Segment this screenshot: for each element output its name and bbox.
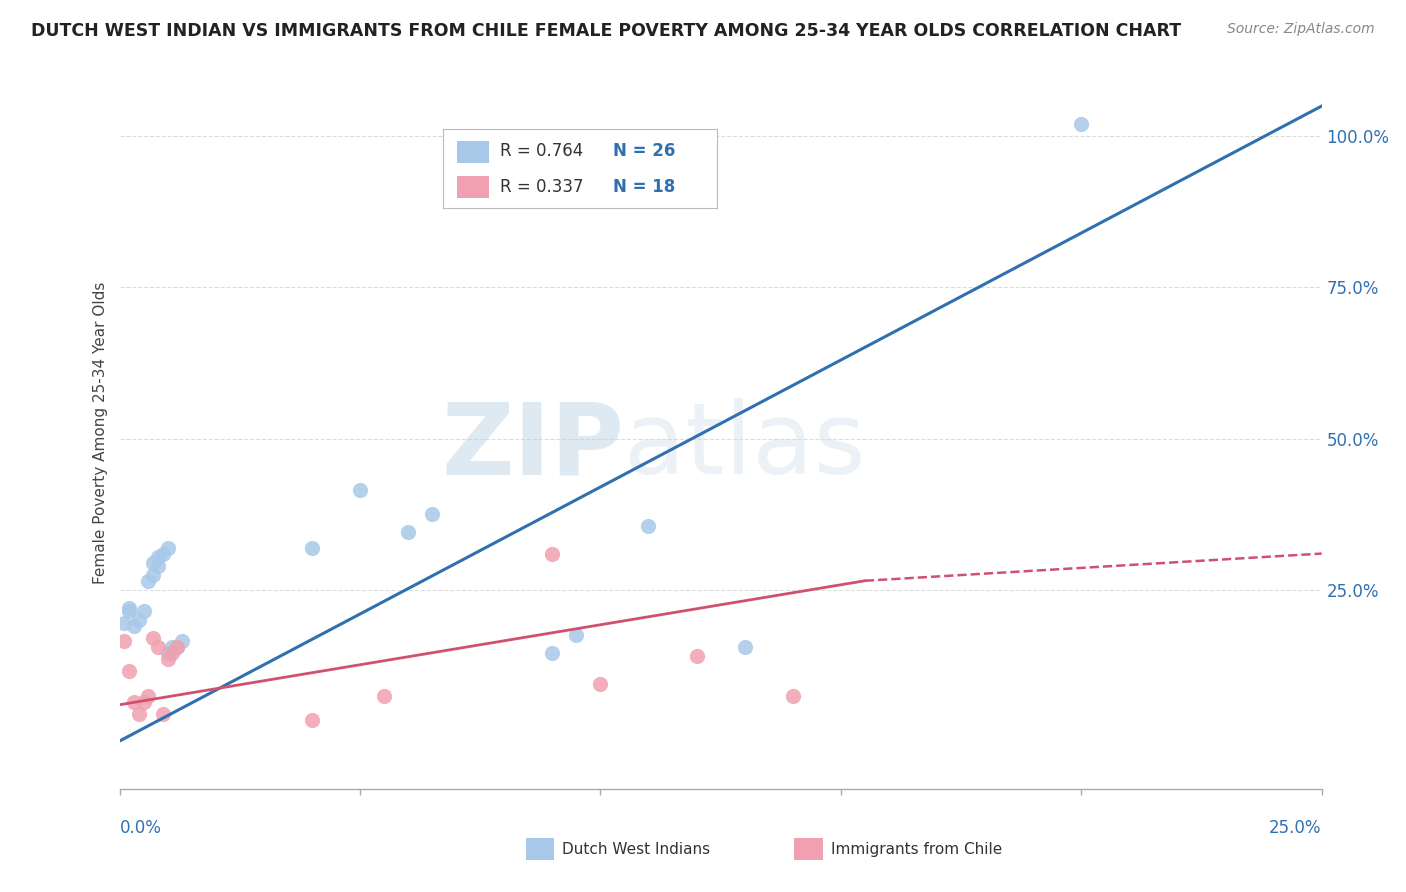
Point (396, 525, 419, 540)
Point (152, 706, 174, 721)
Text: R = 0.337: R = 0.337 (501, 178, 583, 195)
Text: Immigrants from Chile: Immigrants from Chile (831, 842, 1002, 856)
Point (166, 640, 188, 655)
Point (565, 628, 588, 642)
Point (122, 695, 145, 709)
FancyBboxPatch shape (457, 177, 489, 198)
Text: 0.0%: 0.0% (120, 819, 162, 837)
Point (156, 646, 179, 660)
Y-axis label: Female Poverty Among 25-34 Year Olds: Female Poverty Among 25-34 Year Olds (93, 282, 108, 583)
Text: N = 26: N = 26 (613, 143, 675, 161)
Point (373, 689, 395, 703)
Point (142, 556, 165, 570)
Point (146, 549, 169, 564)
Point (112, 616, 135, 631)
Point (541, 547, 564, 561)
Point (782, 689, 804, 703)
Point (349, 483, 371, 497)
Point (118, 601, 141, 615)
Point (685, 649, 707, 664)
Point (118, 665, 141, 679)
Point (301, 713, 323, 727)
Point (170, 634, 193, 648)
Point (122, 619, 145, 633)
Point (166, 640, 188, 655)
Point (1070, 117, 1092, 131)
Point (156, 652, 179, 666)
Point (142, 632, 165, 646)
Point (138, 574, 160, 588)
Point (118, 604, 141, 618)
Text: ZIP: ZIP (441, 399, 624, 495)
Point (541, 646, 564, 660)
Point (162, 640, 184, 655)
Point (152, 547, 174, 561)
Point (142, 567, 165, 582)
Point (112, 634, 135, 648)
Point (138, 689, 160, 703)
Point (734, 640, 756, 655)
Point (146, 640, 169, 655)
Text: Source: ZipAtlas.com: Source: ZipAtlas.com (1227, 22, 1375, 37)
Point (146, 558, 169, 573)
FancyBboxPatch shape (457, 141, 489, 163)
Point (589, 676, 612, 690)
Text: Dutch West Indians: Dutch West Indians (562, 842, 710, 856)
Text: N = 18: N = 18 (613, 178, 675, 195)
Point (132, 695, 155, 709)
Point (637, 519, 659, 533)
Text: 25.0%: 25.0% (1270, 819, 1322, 837)
Point (420, 508, 443, 522)
Point (128, 706, 150, 721)
Point (132, 604, 155, 618)
Text: R = 0.764: R = 0.764 (501, 143, 583, 161)
Point (128, 613, 150, 627)
Point (301, 541, 323, 555)
Point (162, 646, 184, 660)
Text: DUTCH WEST INDIAN VS IMMIGRANTS FROM CHILE FEMALE POVERTY AMONG 25-34 YEAR OLDS : DUTCH WEST INDIAN VS IMMIGRANTS FROM CHI… (31, 22, 1181, 40)
Text: atlas: atlas (624, 399, 866, 495)
Point (156, 541, 179, 555)
